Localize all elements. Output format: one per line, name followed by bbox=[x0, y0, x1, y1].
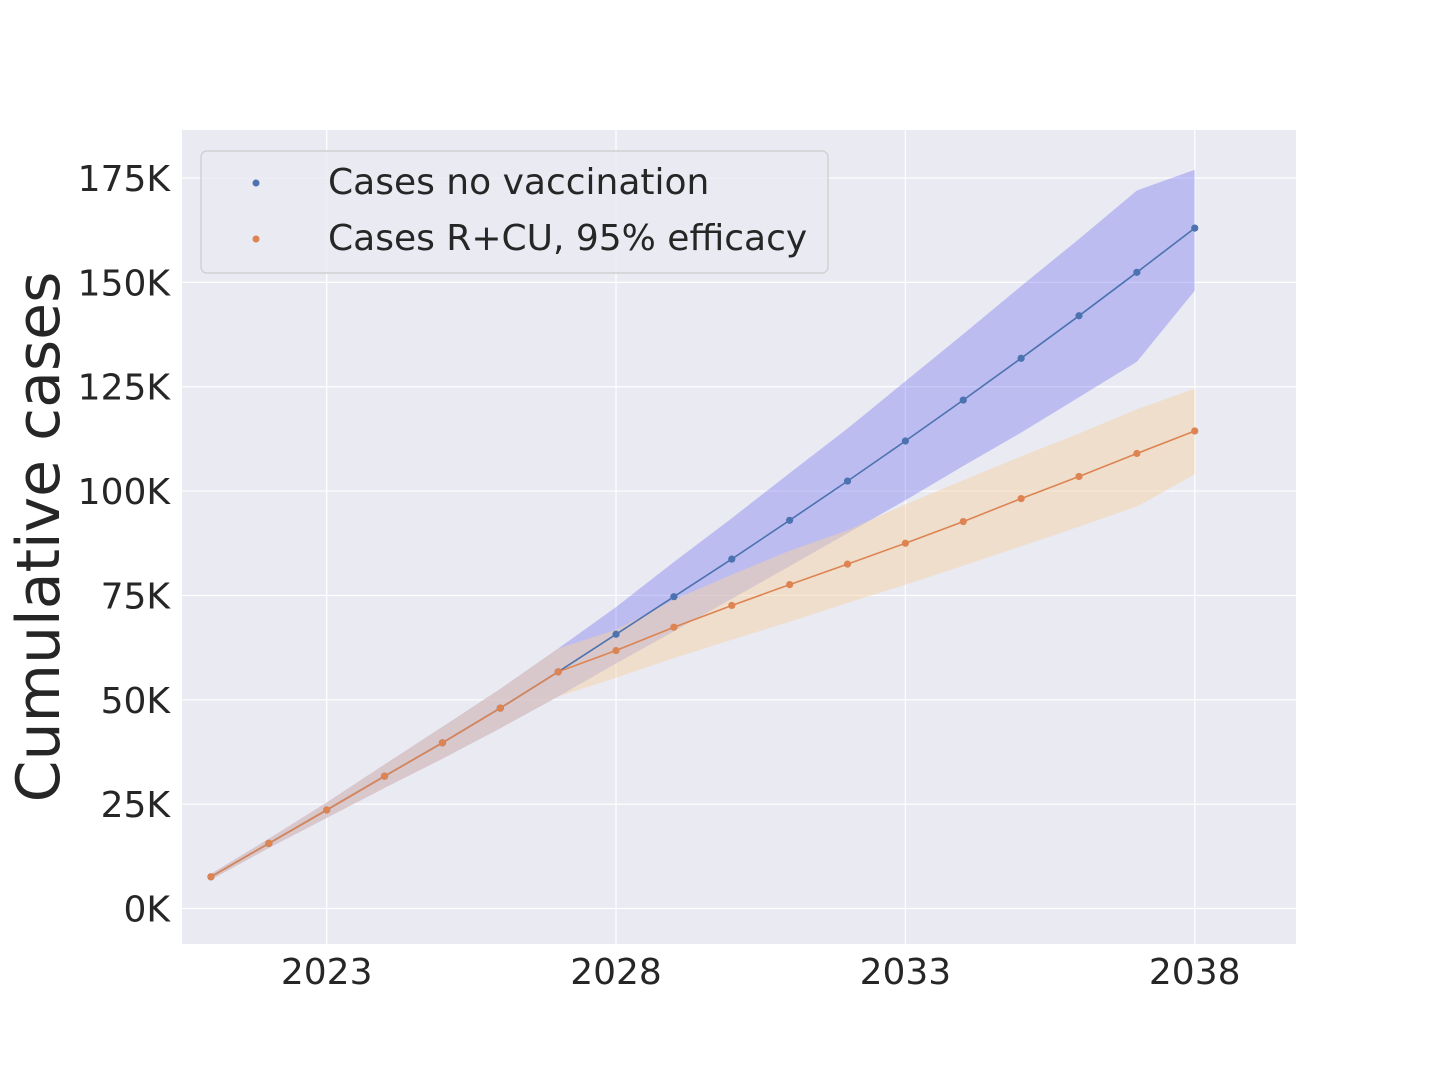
data-point-rcu-efficacy bbox=[843, 560, 852, 568]
y-axis-title: Cumulative cases bbox=[4, 272, 74, 803]
x-tick-label: 2038 bbox=[1149, 952, 1241, 993]
data-point-rcu-efficacy bbox=[554, 668, 562, 676]
y-tick-label: 150K bbox=[78, 263, 172, 304]
data-point-rcu-efficacy bbox=[612, 646, 620, 655]
confidence-bands bbox=[210, 169, 1195, 880]
y-tick-label: 175K bbox=[78, 159, 172, 200]
data-point-no-vaccination bbox=[959, 396, 967, 404]
data-point-rcu-efficacy bbox=[670, 623, 678, 631]
x-axis-ticks: 2023 2028 2033 2038 bbox=[281, 952, 1241, 993]
data-point-rcu-efficacy bbox=[728, 601, 736, 610]
legend[interactable]: Cases no vaccination Cases R+CU, 95% eff… bbox=[200, 150, 829, 274]
data-point-rcu-efficacy bbox=[380, 772, 389, 780]
legend-label-no-vaccination: Cases no vaccination bbox=[328, 162, 709, 203]
data-point-no-vaccination bbox=[1017, 354, 1025, 362]
y-tick-label: 125K bbox=[78, 368, 172, 409]
confidence-band-no-vaccination bbox=[210, 169, 1195, 880]
x-tick-label: 2028 bbox=[570, 952, 662, 993]
data-point-no-vaccination bbox=[612, 630, 620, 638]
y-axis-ticks: 0K 25K 50K 75K 100K 125K 150K 175K bbox=[78, 159, 172, 931]
legend-marker-rcu-efficacy bbox=[252, 235, 260, 243]
confidence-band-rcu-efficacy bbox=[210, 388, 1195, 880]
legend-box bbox=[200, 150, 829, 274]
series-line-rcu-efficacy bbox=[210, 430, 1195, 878]
y-tick-label: 100K bbox=[78, 472, 172, 513]
y-tick-label: 25K bbox=[101, 785, 172, 826]
data-point-no-vaccination bbox=[670, 593, 678, 601]
data-point-no-vaccination bbox=[728, 555, 736, 563]
y-tick-label: 0K bbox=[123, 890, 171, 931]
data-point-no-vaccination bbox=[1133, 268, 1141, 276]
data-point-no-vaccination bbox=[786, 516, 794, 524]
data-point-no-vaccination bbox=[1191, 224, 1199, 232]
legend-marker-no-vaccination bbox=[252, 179, 260, 187]
x-tick-label: 2023 bbox=[281, 952, 373, 993]
data-point-rcu-efficacy bbox=[1191, 427, 1199, 435]
data-point-no-vaccination bbox=[843, 477, 852, 485]
data-point-rcu-efficacy bbox=[207, 873, 215, 881]
series-lines bbox=[210, 227, 1196, 878]
series-points bbox=[207, 224, 1199, 881]
legend-label-rcu-efficacy: Cases R+CU, 95% efficacy bbox=[328, 218, 807, 259]
data-point-no-vaccination bbox=[901, 437, 909, 445]
data-point-rcu-efficacy bbox=[1133, 449, 1141, 458]
data-point-rcu-efficacy bbox=[1075, 472, 1083, 481]
data-point-rcu-efficacy bbox=[959, 517, 967, 526]
y-tick-label: 50K bbox=[101, 681, 172, 722]
data-point-rcu-efficacy bbox=[265, 839, 273, 847]
x-tick-label: 2033 bbox=[860, 952, 952, 993]
data-point-rcu-efficacy bbox=[786, 580, 794, 589]
data-point-rcu-efficacy bbox=[323, 806, 331, 814]
y-tick-label: 75K bbox=[101, 576, 172, 617]
data-point-rcu-efficacy bbox=[901, 539, 909, 547]
data-point-rcu-efficacy bbox=[496, 704, 504, 712]
data-point-no-vaccination bbox=[1075, 312, 1083, 320]
data-point-rcu-efficacy bbox=[438, 739, 447, 747]
data-point-rcu-efficacy bbox=[1017, 494, 1025, 503]
